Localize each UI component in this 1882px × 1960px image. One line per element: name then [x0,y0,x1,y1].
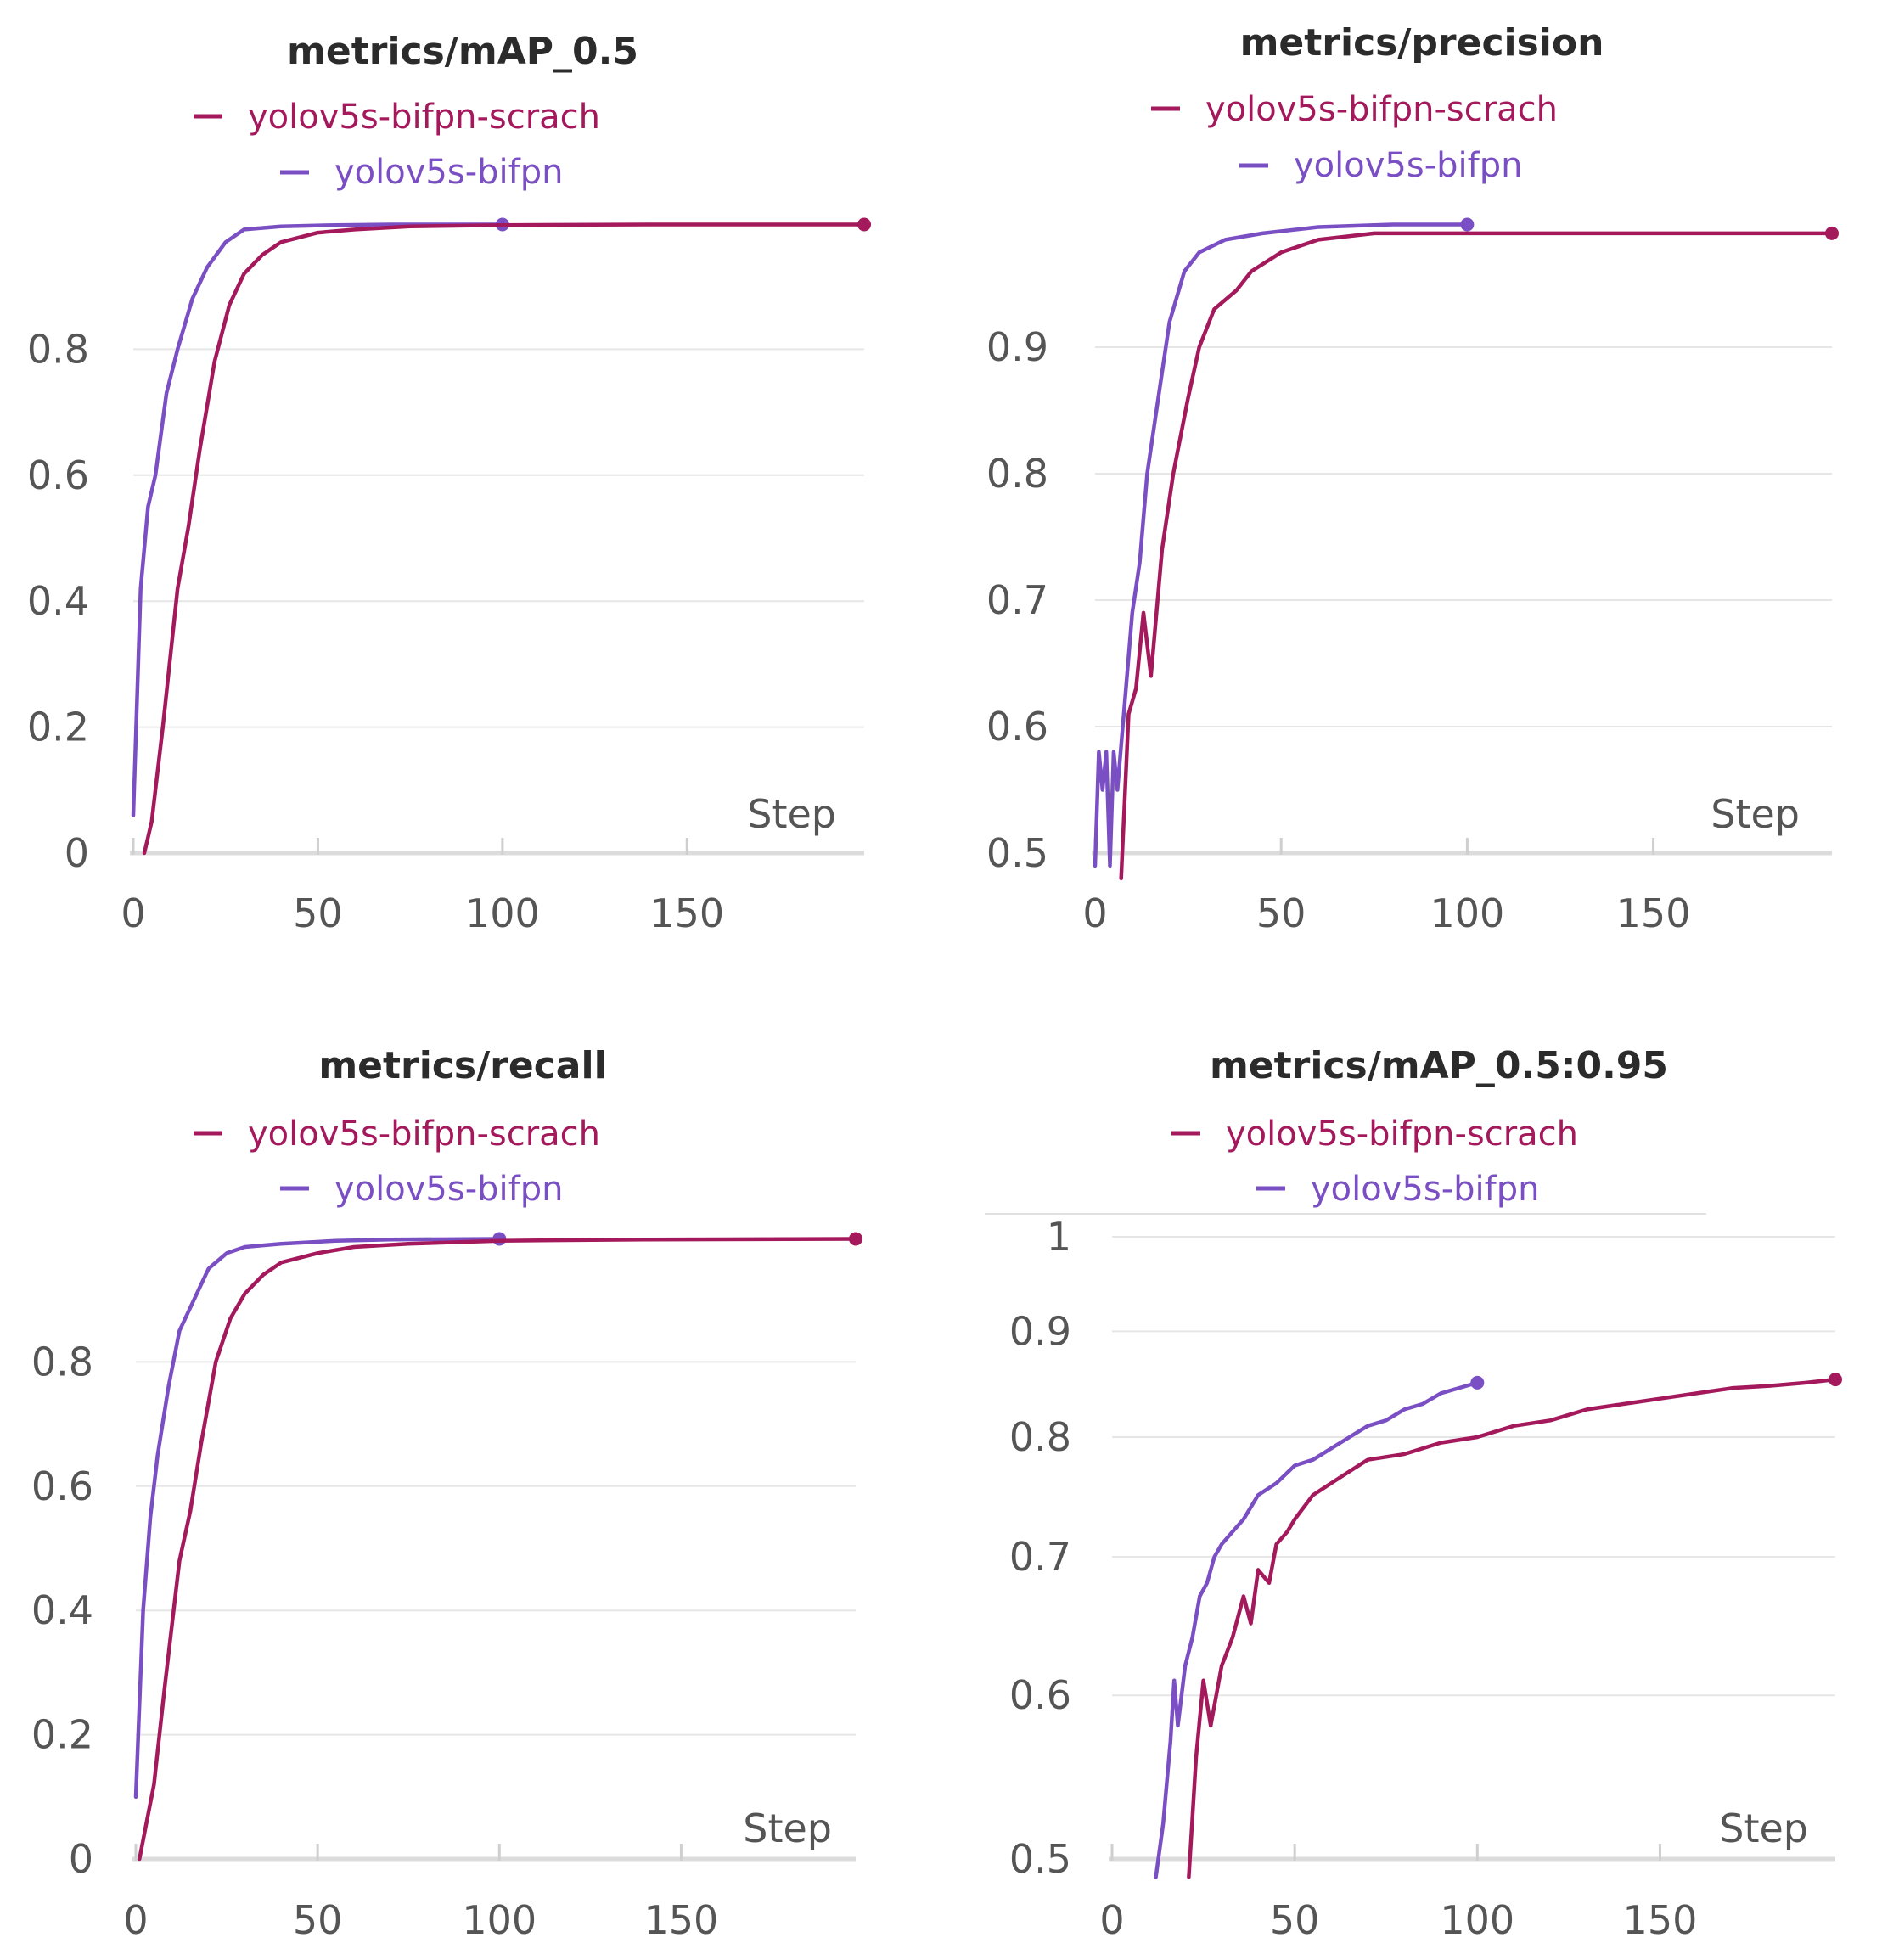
legend: yolov5s-bifpn-scrach yolov5s-bifpn [1151,90,1558,185]
y-tick-label: 0.5 [986,830,1048,876]
y-tick-label: 0.5 [1009,1836,1071,1882]
legend-label-scrach: yolov5s-bifpn-scrach [1226,1115,1578,1154]
y-tick-label: 0.6 [986,704,1048,750]
series-end-point [1460,217,1475,232]
y-tick-label: 0.7 [986,577,1048,623]
y-tick-label: 0.4 [27,578,89,624]
x-tick-label: 0 [121,890,145,936]
series-end-point [1829,1373,1842,1387]
legend-label-scrach: yolov5s-bifpn-scrach [248,98,600,137]
x-axis-label: Step [747,791,836,837]
series-line-yolov5s-bifpn [131,222,505,817]
x-tick-label: 100 [1430,890,1504,936]
y-tick-label: 0.2 [27,705,89,750]
y-tick-label: 0.9 [986,324,1048,370]
y-axis: 0 0.2 0.4 0.6 0.8 [31,1339,93,1882]
chart-precision: metrics/precision yolov5s-bifpn-scrach y… [986,21,1839,936]
series-line-yolov5s-bifpn-scrach [1119,231,1834,881]
x-tick-label: 150 [644,1897,719,1943]
y-axis: 0 0.2 0.4 0.6 0.8 [27,326,89,876]
series-group [1154,1373,1842,1879]
series-line-yolov5s-bifpn-scrach [1187,1377,1838,1879]
x-tick-label: 0 [1099,1897,1124,1943]
y-tick-label: 0.8 [986,451,1048,497]
legend-label-bifpn: yolov5s-bifpn [1294,146,1522,185]
gridlines [136,1361,856,1736]
series-end-point [849,1232,862,1246]
y-tick-label: 0 [69,1836,93,1882]
legend-label-bifpn: yolov5s-bifpn [334,1170,563,1209]
x-tick-label: 100 [465,890,540,936]
chart-recall: metrics/recall yolov5s-bifpn-scrach yolo… [31,1044,862,1943]
y-axis: 0.5 0.6 0.7 0.8 0.9 1 [1009,1214,1071,1882]
legend: yolov5s-bifpn-scrach yolov5s-bifpn [194,98,600,192]
y-tick-label: 0.6 [31,1463,93,1509]
y-tick-label: 1 [1047,1214,1071,1260]
x-axis-label: Step [1711,791,1800,837]
y-tick-label: 0.4 [31,1587,93,1633]
x-tick-label: 50 [293,890,343,936]
series-end-point [1470,1375,1485,1390]
x-tick-label: 150 [1623,1897,1698,1943]
x-tick-label: 100 [462,1897,537,1943]
x-axis-label: Step [1719,1806,1808,1851]
chart-map-0-5-0-95: metrics/mAP_0.5:0.95 yolov5s-bifpn-scrac… [985,1044,1842,1943]
series-end-point [857,217,871,232]
series-line-yolov5s-bifpn-scrach [138,1237,858,1862]
y-tick-label: 0 [65,830,89,876]
legend: yolov5s-bifpn-scrach yolov5s-bifpn [1171,1115,1578,1209]
chart-title: metrics/mAP_0.5:0.95 [1210,1044,1668,1087]
legend-label-scrach: yolov5s-bifpn-scrach [1205,90,1558,129]
gridlines [133,348,864,728]
x-axis: 0 50 100 150 [123,1844,856,1943]
x-axis: 0 50 100 150 [1082,838,1832,936]
series-group [131,217,871,856]
gridlines [1112,1236,1835,1697]
series-end-point [1825,226,1839,240]
y-tick-label: 0.7 [1009,1534,1071,1580]
x-tick-label: 100 [1440,1897,1514,1943]
chart-title: metrics/recall [318,1044,606,1087]
x-tick-label: 0 [1082,890,1107,936]
x-axis: 0 50 100 150 [121,838,864,936]
y-tick-label: 0.2 [31,1712,93,1758]
legend-label-bifpn: yolov5s-bifpn [334,153,563,192]
series-line-yolov5s-bifpn [1093,222,1469,868]
series-line-yolov5s-bifpn-scrach [142,222,867,856]
legend-label-bifpn: yolov5s-bifpn [1311,1170,1539,1209]
y-axis: 0.5 0.6 0.7 0.8 0.9 [986,324,1048,876]
chart-map-0-5: metrics/mAP_0.5 yolov5s-bifpn-scrach yol… [27,30,871,936]
chart-title: metrics/mAP_0.5 [287,30,638,73]
x-tick-label: 50 [1256,890,1306,936]
legend: yolov5s-bifpn-scrach yolov5s-bifpn [194,1115,600,1209]
chart-title: metrics/precision [1240,21,1604,65]
series-line-yolov5s-bifpn [133,1237,502,1800]
x-tick-label: 0 [123,1897,148,1943]
x-tick-label: 150 [1616,890,1691,936]
x-tick-label: 50 [1270,1897,1320,1943]
x-tick-label: 50 [293,1897,343,1943]
series-line-yolov5s-bifpn [1154,1380,1480,1879]
y-tick-label: 0.8 [1009,1414,1071,1460]
x-tick-label: 150 [649,890,724,936]
series-group [1093,217,1839,881]
gridlines [1095,346,1832,727]
y-tick-label: 0.6 [27,452,89,498]
y-tick-label: 0.9 [1009,1308,1071,1354]
x-axis: 0 50 100 150 [1099,1844,1835,1943]
y-tick-label: 0.8 [27,326,89,372]
y-tick-label: 0.8 [31,1339,93,1384]
x-axis-label: Step [743,1806,832,1851]
legend-label-scrach: yolov5s-bifpn-scrach [248,1115,600,1154]
series-group [133,1232,862,1862]
y-tick-label: 0.6 [1009,1672,1071,1718]
